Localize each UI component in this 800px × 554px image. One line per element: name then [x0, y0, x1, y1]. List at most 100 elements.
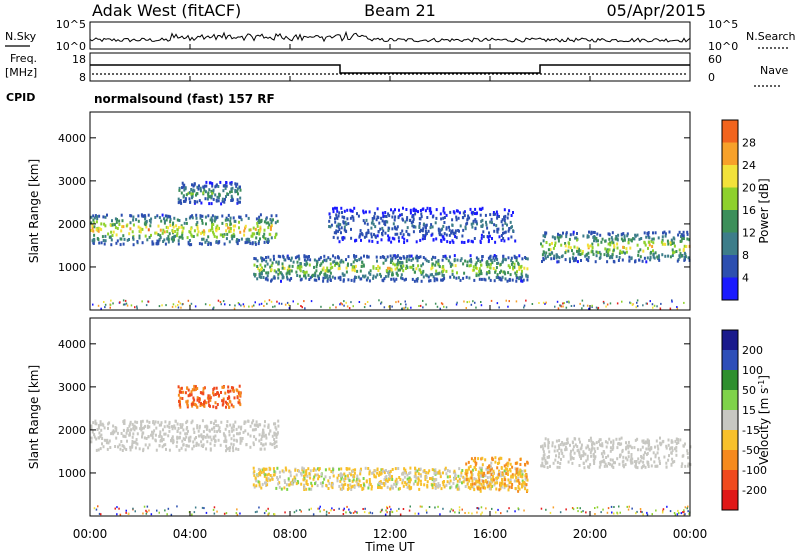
data-cell: [675, 453, 678, 457]
data-cell: [558, 452, 561, 456]
data-cell: [452, 210, 455, 214]
noise-cell: [402, 508, 405, 510]
data-cell: [477, 257, 480, 261]
data-cell: [371, 219, 374, 223]
data-cell: [582, 450, 585, 454]
data-cell: [513, 262, 516, 266]
data-cell: [195, 403, 198, 407]
data-cell: [591, 441, 594, 445]
data-cell: [210, 196, 213, 200]
data-cell: [565, 249, 568, 253]
data-cell: [115, 241, 118, 245]
data-cell: [134, 446, 137, 450]
data-cell: [630, 257, 633, 261]
data-cell: [336, 479, 339, 483]
data-cell: [522, 481, 525, 485]
data-cell: [198, 184, 200, 188]
data-cell: [186, 402, 189, 406]
data-cell: [611, 238, 614, 242]
noise-cell: [92, 303, 94, 306]
data-cell: [554, 237, 557, 241]
data-cell: [599, 460, 602, 464]
data-cell: [186, 386, 189, 390]
noise-cell: [310, 507, 312, 510]
data-cell: [429, 207, 432, 211]
data-cell: [647, 233, 650, 237]
data-cell: [423, 222, 425, 226]
data-cell: [559, 443, 562, 447]
data-cell: [324, 468, 327, 472]
data-cell: [347, 222, 350, 226]
data-cell: [132, 432, 135, 436]
data-cell: [360, 232, 363, 235]
data-cell: [634, 259, 637, 263]
data-cell: [353, 279, 356, 283]
data-cell: [661, 238, 664, 242]
data-cell: [622, 232, 625, 236]
data-cell: [345, 266, 348, 270]
data-cell: [251, 232, 254, 236]
data-cell: [420, 264, 423, 268]
noise-cell: [253, 304, 255, 307]
data-cell: [334, 217, 336, 221]
data-cell: [479, 487, 482, 491]
data-cell: [267, 477, 270, 481]
data-cell: [217, 199, 220, 203]
data-cell: [558, 256, 561, 260]
noise-cell: [170, 513, 173, 516]
data-cell: [326, 277, 329, 281]
data-cell: [137, 219, 140, 223]
data-cell: [405, 257, 408, 260]
data-cell: [401, 235, 404, 239]
data-cell: [540, 445, 542, 449]
data-cell: [355, 276, 358, 279]
data-cell: [226, 420, 229, 424]
data-cell: [422, 262, 424, 266]
data-cell: [681, 234, 684, 238]
data-cell: [238, 220, 240, 224]
noise-cell: [222, 300, 225, 303]
data-cell: [482, 486, 485, 490]
data-cell: [177, 385, 180, 389]
data-cell: [578, 247, 580, 251]
data-cell: [496, 229, 499, 233]
noise-right-label: N.Search: [746, 30, 796, 43]
data-cell: [254, 273, 257, 277]
data-cell: [274, 235, 277, 239]
data-cell: [237, 192, 239, 196]
data-cell: [686, 232, 689, 236]
data-cell: [373, 216, 376, 220]
data-cell: [495, 210, 498, 214]
data-cell: [513, 479, 516, 483]
data-cell: [167, 237, 170, 241]
data-cell: [394, 215, 397, 219]
data-cell: [128, 431, 131, 435]
data-cell: [496, 213, 499, 217]
data-cell: [408, 486, 411, 490]
data-cell: [631, 457, 634, 461]
data-cell: [485, 263, 488, 267]
data-cell: [165, 225, 168, 229]
data-cell: [404, 481, 407, 485]
data-cell: [637, 448, 639, 452]
data-cell: [225, 237, 228, 241]
data-cell: [462, 262, 465, 266]
data-cell: [402, 255, 405, 259]
data-cell: [508, 481, 511, 485]
data-cell: [423, 469, 426, 472]
data-cell: [337, 222, 340, 226]
data-cell: [210, 194, 213, 198]
data-cell: [208, 229, 211, 233]
data-cell: [576, 260, 579, 264]
data-cell: [94, 419, 97, 423]
noise-cell: [577, 510, 579, 513]
data-cell: [589, 451, 592, 455]
data-cell: [386, 266, 389, 270]
colorbar-swatch: [722, 450, 738, 470]
data-cell: [368, 470, 371, 474]
data-cell: [238, 215, 241, 219]
data-cell: [294, 477, 297, 481]
data-cell: [595, 236, 598, 240]
data-cell: [178, 403, 181, 407]
data-cell: [645, 447, 648, 451]
